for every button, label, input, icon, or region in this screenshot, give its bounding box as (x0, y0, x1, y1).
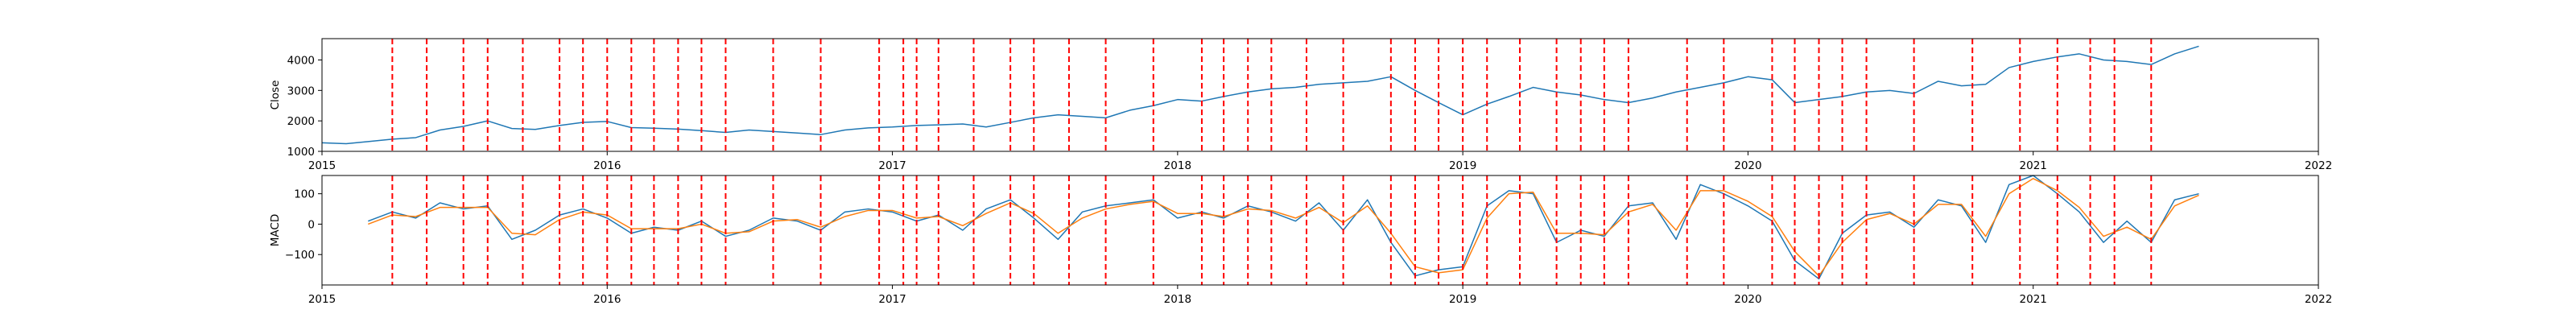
close-y-tick-label-3: 4000 (287, 54, 315, 67)
macd-x-tick-label-6: 2021 (2020, 293, 2047, 306)
close-price-marks: 2015 2016 2017 2018 2019 2020 2021 2022 1000 2000… (287, 39, 2332, 172)
macd-x-tick-label-2: 2017 (878, 293, 906, 306)
close-x-tick-label-3: 2018 (1164, 159, 1191, 172)
macd-x-tick-label-1: 2016 (593, 293, 621, 306)
close-price-panel: Close 2015 2016 2017 2018 2019 2020 2021 2022 10… (269, 38, 2332, 172)
close-y-tick-label-0: 1000 (287, 146, 315, 159)
macd-series-1-line (368, 178, 2199, 277)
macd-ylabel: MACD (269, 214, 282, 246)
close-series-0-line (321, 45, 2199, 145)
close-y-tick-label-1: 2000 (287, 115, 315, 128)
macd-x-tick-label-5: 2020 (1734, 293, 1761, 306)
macd-axes-frame (321, 175, 2319, 286)
macd-x-tick-label-4: 2019 (1449, 293, 1476, 306)
close-axes-frame (321, 38, 2319, 152)
macd-marks: 2015 2016 2017 2018 2019 2020 2021 2022 −100 0 100 (285, 175, 2332, 306)
close-x-tick-label-0: 2015 (308, 159, 336, 172)
close-ylabel: Close (269, 80, 282, 110)
close-y-tick-label-2: 3000 (287, 85, 315, 97)
macd-x-tick-label-3: 2018 (1164, 293, 1191, 306)
macd-y-tick-label-0: −100 (285, 249, 315, 262)
macd-y-tick-label-2: 100 (294, 188, 315, 201)
macd-x-tick-label-7: 2022 (2305, 293, 2332, 306)
macd-panel: MACD 2015 2016 2017 2018 2019 2020 2021 2022 −10… (269, 175, 2332, 306)
macd-x-tick-label-0: 2015 (308, 293, 336, 306)
close-x-tick-label-1: 2016 (593, 159, 621, 172)
close-x-tick-label-7: 2022 (2305, 159, 2332, 172)
close-x-tick-label-2: 2017 (878, 159, 906, 172)
close-x-tick-label-6: 2021 (2020, 159, 2047, 172)
macd-y-tick-label-1: 0 (308, 218, 315, 231)
close-x-tick-label-5: 2020 (1734, 159, 1761, 172)
macd-series-0-line (368, 175, 2199, 280)
close-x-tick-label-4: 2019 (1449, 159, 1476, 172)
